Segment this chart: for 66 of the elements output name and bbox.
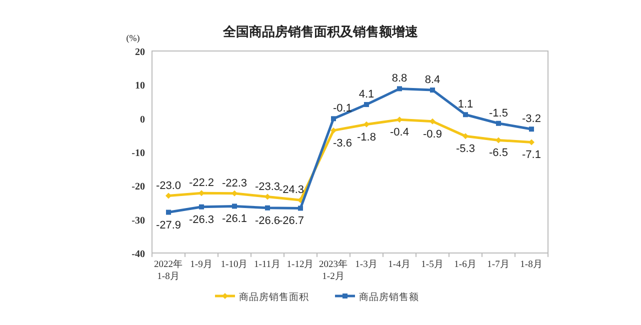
- data-label: -0.1: [333, 102, 352, 115]
- x-tick-label: 1-3月: [355, 259, 378, 270]
- data-label: -0.4: [390, 126, 409, 139]
- point: [232, 204, 237, 209]
- point: [330, 127, 336, 134]
- point: [397, 86, 402, 92]
- data-label: -26.1: [222, 213, 248, 226]
- point: [264, 194, 270, 200]
- data-label: -1.5: [489, 107, 508, 120]
- data-label: -22.2: [188, 177, 214, 190]
- x-tick-label: 1-7月: [487, 259, 510, 270]
- point: [265, 205, 270, 210]
- data-label: -23.0: [156, 180, 182, 192]
- chart-title: 全国商品房销售面积及销售额增速: [222, 24, 419, 40]
- data-label: -7.1: [522, 149, 541, 162]
- point: [166, 210, 171, 215]
- data-label: 4.1: [358, 88, 374, 101]
- point: [331, 116, 336, 122]
- y-tick-label: 10: [135, 80, 145, 92]
- data-label: -26.7: [278, 215, 304, 228]
- y-axis-title: (%): [126, 33, 140, 43]
- point: [298, 206, 303, 211]
- data-label: -22.3: [222, 177, 248, 190]
- x-tick-label: 1-8月: [520, 259, 543, 270]
- data-label: -1.8: [357, 131, 376, 144]
- y-tick-label: -40: [132, 249, 145, 260]
- point: [364, 102, 369, 108]
- data-label: -26.6: [254, 214, 280, 227]
- point: [199, 204, 204, 210]
- data-label: -0.9: [423, 128, 442, 140]
- point: [364, 121, 370, 128]
- x-tick-label: 1-11月: [254, 259, 282, 270]
- data-label: -5.3: [456, 143, 475, 156]
- x-tick-label: 2022年 1-8月: [154, 258, 183, 282]
- y-tick-label: 20: [135, 47, 145, 58]
- y-tick-label: -20: [132, 182, 145, 193]
- point: [430, 88, 435, 93]
- legend-label: 商品房销售面积: [239, 291, 309, 303]
- point: [528, 139, 534, 146]
- data-label: -23.3: [254, 180, 280, 193]
- y-tick-label: 0: [140, 114, 145, 126]
- data-label: -27.9: [156, 219, 182, 232]
- x-tick-label: 1-9月: [190, 259, 213, 270]
- point: [166, 192, 172, 199]
- legend-label: 商品房销售额: [359, 291, 419, 303]
- x-tick-label: 2023年 1-2月: [319, 258, 348, 282]
- data-label: -3.6: [333, 137, 352, 150]
- data-label: -24.3: [278, 184, 304, 196]
- x-tick-label: 1-6月: [454, 259, 477, 270]
- data-label: 8.8: [392, 72, 408, 85]
- point: [529, 126, 534, 132]
- y-tick-label: -30: [132, 215, 145, 226]
- data-label: -26.3: [188, 214, 214, 226]
- point: [496, 137, 502, 144]
- y-tick-label: -10: [132, 148, 145, 159]
- data-label: 8.4: [424, 74, 440, 86]
- point: [463, 112, 468, 118]
- data-label: 1.1: [458, 98, 474, 111]
- x-tick-label: 1-5月: [421, 259, 444, 270]
- data-label: -3.2: [522, 113, 541, 126]
- data-label: -6.5: [489, 147, 508, 160]
- x-tick-label: 1-12月: [286, 259, 314, 270]
- x-tick-label: 1-10月: [220, 259, 248, 270]
- x-tick-label: 1-4月: [388, 259, 411, 270]
- point: [496, 120, 501, 126]
- point: [462, 133, 468, 140]
